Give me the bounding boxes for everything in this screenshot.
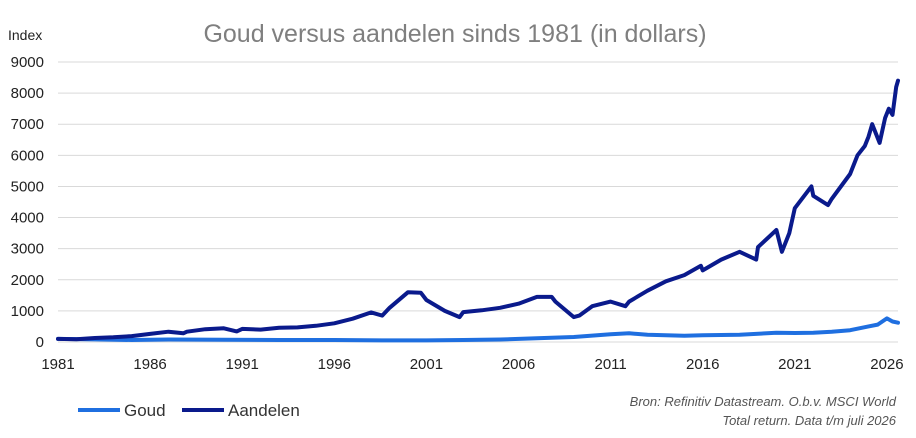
- y-tick-label-3000: 3000: [11, 241, 44, 258]
- source-line-2: Total return. Data t/m juli 2026: [722, 413, 896, 428]
- y-tick-label-8000: 8000: [11, 85, 44, 102]
- y-tick-label-4000: 4000: [11, 210, 44, 227]
- x-tick-label-2011: 2011: [594, 356, 626, 373]
- x-tick-label-1981: 1981: [41, 356, 74, 373]
- series-lines: [56, 78, 900, 343]
- x-tick-label-1996: 1996: [318, 356, 351, 373]
- x-tick-label-2026: 2026: [870, 356, 903, 373]
- series-line-aandelen: [56, 78, 900, 342]
- chart-title: Goud versus aandelen sinds 1981 (in doll…: [203, 20, 706, 48]
- x-tick-label-2016: 2016: [686, 356, 719, 373]
- y-axis-label: Index: [8, 27, 42, 43]
- x-tick-label-2021: 2021: [778, 356, 811, 373]
- y-tick-label-2000: 2000: [11, 272, 44, 289]
- x-tick-label-1986: 1986: [133, 356, 166, 373]
- y-tick-label-7000: 7000: [11, 116, 44, 133]
- x-tick-label-1991: 1991: [226, 356, 259, 373]
- series-line-goud: [56, 316, 900, 343]
- x-axis-ticks: 1981 1986 1991 1996 2001 2006 2011 2016 2021 2026: [41, 356, 903, 373]
- y-tick-label-5000: 5000: [11, 178, 44, 195]
- y-axis-ticks: 0 1000 2000 3000 4000 5000 6000 7000 8000 9000: [11, 54, 44, 351]
- x-tick-label-2006: 2006: [502, 356, 535, 373]
- source-line-1: Bron: Refinitiv Datastream. O.b.v. MSCI …: [630, 394, 897, 409]
- x-tick-label-2001: 2001: [410, 356, 443, 373]
- y-tick-label-6000: 6000: [11, 147, 44, 164]
- y-tick-label-1000: 1000: [11, 303, 44, 320]
- legend-label-goud: Goud: [124, 401, 166, 420]
- y-tick-label-0: 0: [36, 334, 44, 351]
- gridlines: [58, 61, 898, 343]
- y-tick-label-9000: 9000: [11, 54, 44, 71]
- legend-label-aandelen: Aandelen: [228, 401, 300, 420]
- legend: Goud Aandelen: [78, 401, 300, 420]
